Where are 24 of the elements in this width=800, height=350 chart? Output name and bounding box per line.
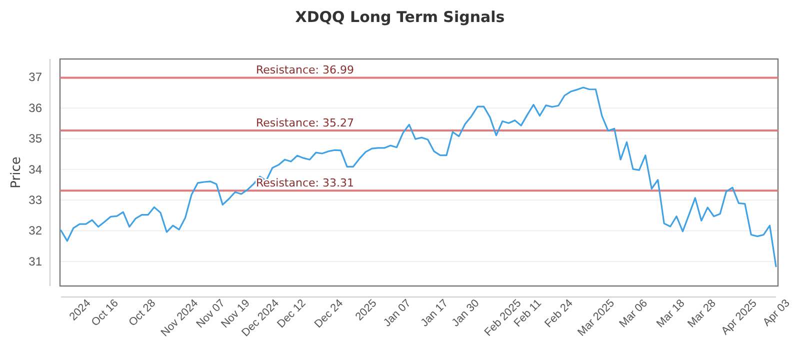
x-tick-label: Dec 24 [312,297,346,330]
y-tick-label: 31 [28,254,42,268]
x-tick-label: Oct 16 [89,297,121,329]
x-tick-label: Mar 18 [654,297,688,330]
x-tick-label: Apr 03 [760,297,792,329]
ref-line-label: Resistance: 35.27 [256,116,354,130]
x-tick-label: Jan 07 [381,297,414,330]
x-tick-label: Jan 30 [450,297,482,330]
x-tick-label: Jan 17 [418,297,451,330]
x-tick-label: Feb 24 [542,297,576,330]
ref-line-label: Resistance: 33.31 [256,176,354,190]
y-tick-label: 34 [28,162,42,176]
ref-line-label: Resistance: 36.99 [256,64,354,77]
y-tick-label: 35 [28,132,42,146]
x-tick-label: Mar 06 [617,297,650,330]
y-tick-label: 33 [28,192,42,207]
y-tick-label: 36 [28,100,42,115]
y-tick-label: 32 [28,224,42,238]
line-series [60,86,777,268]
x-tick-label: Mar 28 [686,297,718,330]
x-tick-label: Oct 28 [126,297,158,329]
y-tick-label: 37 [28,70,42,84]
y-axis-title: Price [9,156,24,188]
chart-title: XDQQ Long Term Signals [295,8,505,26]
